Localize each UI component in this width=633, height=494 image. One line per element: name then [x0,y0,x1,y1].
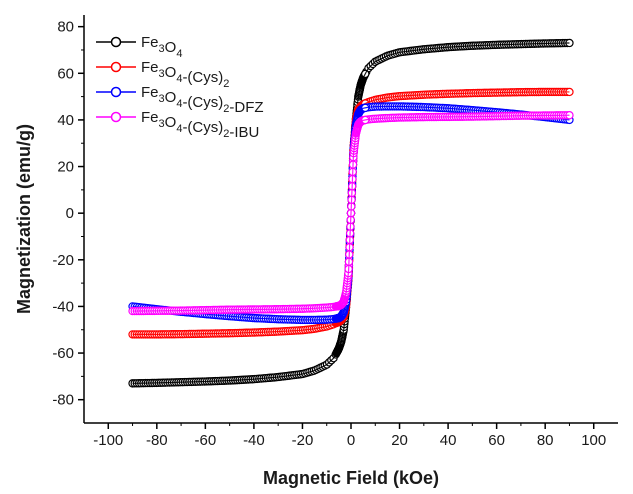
x-axis-title: Magnetic Field (kOe) [263,468,439,488]
legend-label: Fe3O4-(Cys)2-IBU [141,109,259,141]
x-ticks: -100 -80 -60 -40 -20 0 20 40 60 80 100 [93,423,606,449]
legend-marker [110,36,122,48]
x-tick-label: -20 [292,432,314,449]
legend-item-ibu: Fe3O4-(Cys)2-IBU [96,109,259,141]
legend-label: Fe3O4-(Cys)2-DFZ [141,84,264,116]
x-tick-label: -80 [146,432,168,449]
y-tick-label: -60 [52,345,74,362]
y-tick-label: -20 [52,252,74,269]
y-tick-label: 60 [57,65,74,82]
legend-item-dfz: Fe3O4-(Cys)2-DFZ [96,84,264,116]
y-ticks: -80 -60 -40 -20 0 20 40 60 80 [52,19,84,409]
x-tick-label: -40 [243,432,265,449]
y-tick-label: -40 [52,298,74,315]
y-tick-label: 40 [57,112,74,129]
legend-marker [110,86,122,98]
series-line [132,114,570,312]
x-tick-label: 20 [391,432,408,449]
x-tick-label: 60 [488,432,505,449]
y-tick-label: 80 [57,19,74,36]
x-tick-label: 100 [581,432,606,449]
series-ibu [128,111,574,316]
x-tick-label: -100 [93,432,123,449]
x-tick-label: 80 [537,432,554,449]
legend-label: Fe3O4-(Cys)2 [141,59,229,90]
y-tick-label: -80 [52,392,74,409]
x-tick-label: -60 [195,432,217,449]
x-tick-label: 0 [347,432,355,449]
y-axis-title: Magnetization (emu/g) [14,124,34,314]
series-layer [128,38,574,388]
x-tick-label: 40 [440,432,457,449]
y-tick-label: 20 [57,159,74,176]
legend-item-fe3o4: Fe3O4 [96,34,182,60]
y-tick-label: 0 [66,205,74,222]
legend-item-cys: Fe3O4-(Cys)2 [96,59,229,90]
legend-marker [110,111,122,123]
legend-label: Fe3O4 [141,34,182,60]
legend: Fe3O4Fe3O4-(Cys)2Fe3O4-(Cys)2-DFZFe3O4-(… [96,34,264,141]
legend-marker [110,61,122,73]
